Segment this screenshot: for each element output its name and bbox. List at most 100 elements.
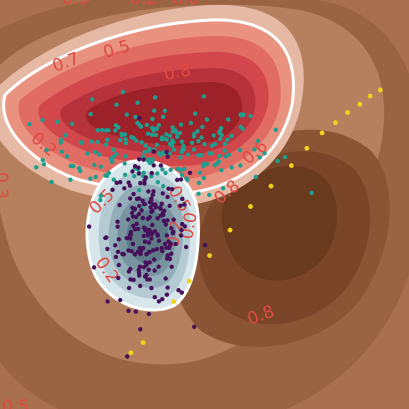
data-point: [156, 238, 162, 243]
data-point: [137, 273, 142, 278]
data-point: [201, 175, 207, 181]
data-point: [213, 141, 218, 147]
data-point: [319, 130, 325, 136]
data-point: [289, 163, 294, 169]
data-point: [187, 170, 193, 175]
data-point: [136, 171, 142, 176]
data-point: [41, 162, 47, 167]
data-point: [169, 264, 174, 269]
data-point: [165, 194, 170, 200]
data-point: [196, 138, 201, 144]
data-point: [147, 260, 152, 265]
data-point: [164, 292, 170, 297]
data-point: [150, 248, 156, 253]
data-point: [162, 108, 167, 114]
data-point: [136, 211, 142, 217]
data-point: [175, 166, 180, 172]
data-point: [167, 256, 173, 262]
data-point: [209, 151, 214, 156]
data-point: [141, 157, 146, 162]
data-point: [202, 242, 208, 248]
data-point: [176, 288, 181, 293]
data-point: [128, 350, 134, 356]
data-point: [92, 149, 98, 155]
data-point: [90, 97, 95, 102]
data-point: [226, 117, 231, 122]
data-point: [136, 226, 141, 232]
data-point: [146, 311, 152, 317]
data-point: [345, 110, 350, 115]
data-point: [145, 131, 151, 136]
data-point: [89, 139, 94, 144]
data-point: [226, 152, 232, 157]
data-point: [130, 169, 135, 174]
data-point: [159, 201, 164, 206]
data-point: [175, 134, 180, 139]
data-point: [137, 196, 142, 201]
data-point: [68, 177, 73, 182]
data-point: [160, 210, 166, 215]
data-point: [262, 151, 267, 156]
data-point: [141, 170, 146, 175]
data-point: [145, 216, 151, 221]
data-point: [159, 245, 164, 251]
data-point: [137, 203, 142, 209]
data-point: [159, 135, 165, 140]
data-point: [118, 138, 123, 143]
data-point: [95, 139, 100, 145]
data-point: [178, 155, 183, 160]
data-point: [64, 154, 70, 159]
data-point: [225, 137, 230, 142]
data-point: [122, 172, 128, 177]
data-point: [238, 163, 243, 168]
data-point: [186, 152, 191, 157]
data-point: [196, 180, 202, 186]
data-point: [200, 124, 205, 130]
data-point: [153, 132, 159, 138]
data-point: [119, 133, 124, 138]
data-point: [104, 173, 110, 178]
data-point: [92, 162, 97, 168]
data-point: [164, 132, 169, 137]
data-point: [131, 223, 136, 229]
data-point: [207, 253, 213, 258]
data-point: [150, 116, 155, 122]
data-point: [161, 218, 167, 224]
data-point: [152, 108, 157, 113]
data-point: [88, 176, 93, 181]
data-point: [135, 120, 140, 126]
data-point: [138, 180, 143, 186]
decision-boundary-positive: [2, 18, 295, 195]
data-point: [180, 196, 185, 201]
data-point: [113, 243, 118, 248]
data-point: [118, 297, 123, 303]
contour-label: 0.5: [2, 397, 29, 409]
data-point: [132, 174, 137, 179]
data-point: [186, 278, 192, 284]
data-point: [164, 149, 169, 155]
data-point: [27, 122, 32, 127]
data-point: [164, 137, 169, 142]
data-point: [98, 193, 104, 198]
data-point: [128, 196, 133, 201]
data-point: [217, 130, 222, 135]
data-point: [237, 147, 243, 153]
contour-label: 0.0: [172, 0, 199, 9]
data-point: [147, 277, 152, 282]
data-point: [137, 188, 142, 193]
data-point: [189, 140, 195, 145]
data-point: [116, 275, 121, 281]
data-point: [149, 196, 154, 201]
data-point: [123, 140, 129, 146]
data-point: [125, 354, 130, 359]
data-point: [116, 262, 122, 268]
data-point: [129, 249, 134, 254]
data-point: [141, 201, 147, 207]
data-point: [163, 276, 168, 281]
data-point: [160, 191, 165, 196]
data-point: [138, 248, 144, 253]
data-point: [97, 152, 102, 157]
data-point: [126, 217, 131, 222]
data-point: [153, 95, 158, 100]
